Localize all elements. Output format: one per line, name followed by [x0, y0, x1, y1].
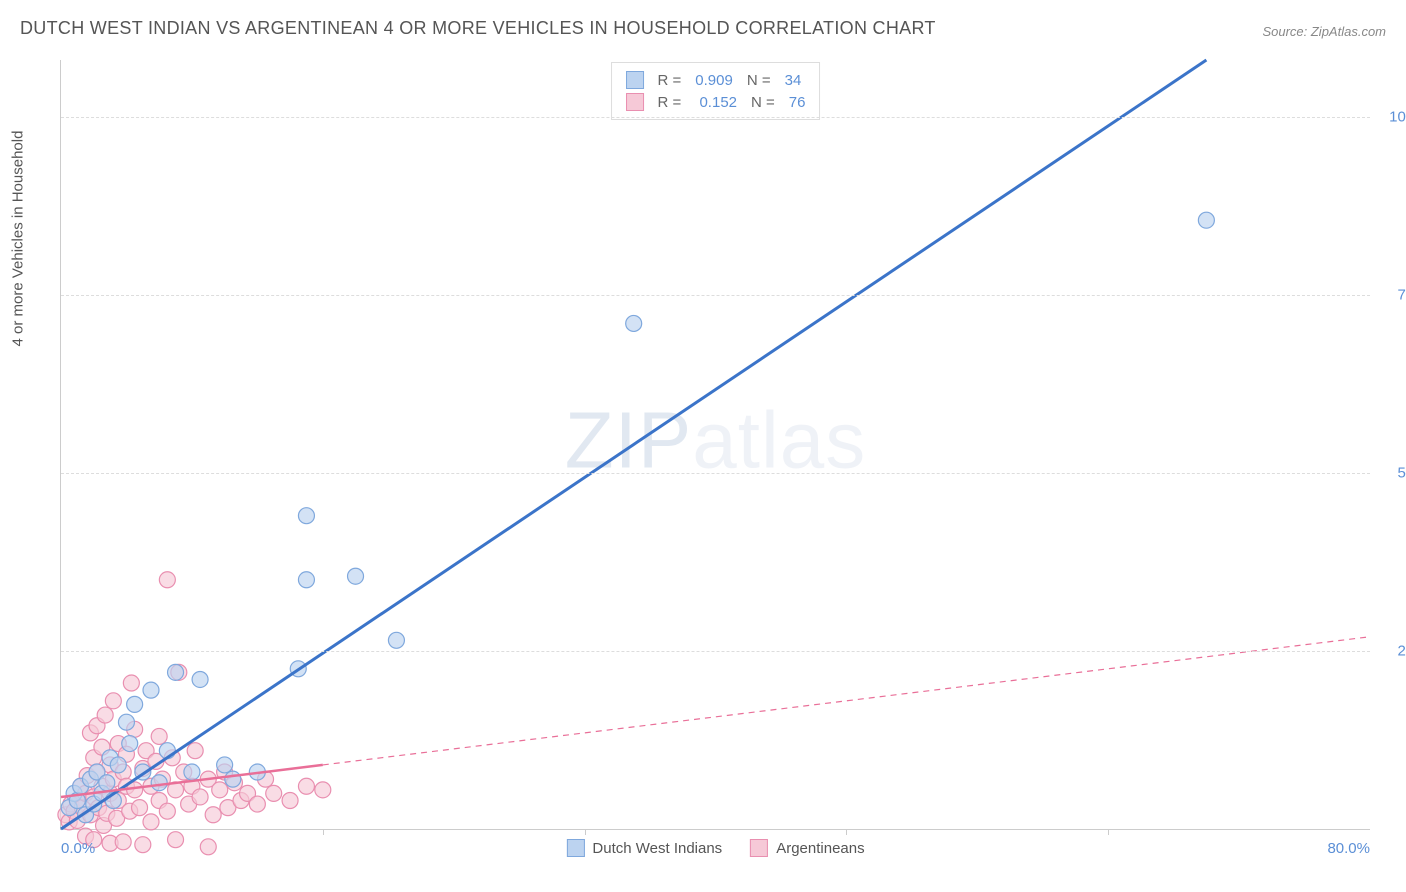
legend-item-pink: Argentineans: [750, 839, 864, 857]
x-tick-label: 0.0%: [61, 840, 95, 857]
scatter-point: [192, 789, 208, 805]
scatter-point: [212, 782, 228, 798]
x-tick-mark: [323, 829, 324, 835]
scatter-point: [282, 793, 298, 809]
x-tick-mark: [846, 829, 847, 835]
legend-row-pink: R = 0.152 N = 76: [626, 91, 806, 113]
legend-item-blue: Dutch West Indians: [566, 839, 722, 857]
legend-series: Dutch West Indians Argentineans: [566, 839, 864, 857]
scatter-point: [388, 632, 404, 648]
scatter-point: [122, 736, 138, 752]
scatter-point: [217, 757, 233, 773]
scatter-point: [143, 814, 159, 830]
swatch-pink-icon: [750, 839, 768, 857]
chart-title: DUTCH WEST INDIAN VS ARGENTINEAN 4 OR MO…: [20, 18, 936, 39]
legend-r-blue: 0.909: [695, 72, 733, 89]
scatter-point: [135, 837, 151, 853]
scatter-point: [348, 568, 364, 584]
scatter-point: [115, 834, 131, 850]
legend-r-label-2: R =: [658, 94, 682, 111]
legend-correlation: R = 0.909 N = 34 R = 0.152 N = 76: [611, 62, 821, 120]
scatter-point: [298, 572, 314, 588]
swatch-pink: [626, 93, 644, 111]
legend-label-pink: Argentineans: [776, 840, 864, 857]
swatch-blue: [626, 71, 644, 89]
gridline: [61, 295, 1370, 296]
scatter-point: [200, 839, 216, 855]
scatter-point: [298, 508, 314, 524]
scatter-point: [1198, 212, 1214, 228]
scatter-point: [184, 764, 200, 780]
scatter-point: [298, 778, 314, 794]
legend-n-label-2: N =: [751, 94, 775, 111]
y-tick-label: 50.0%: [1380, 464, 1406, 481]
chart-svg: [61, 60, 1370, 829]
y-tick-label: 100.0%: [1380, 108, 1406, 125]
trendline-blue: [61, 60, 1206, 829]
scatter-point: [168, 664, 184, 680]
scatter-point: [225, 771, 241, 787]
scatter-point: [205, 807, 221, 823]
y-tick-label: 75.0%: [1380, 286, 1406, 303]
scatter-point: [187, 743, 203, 759]
x-tick-label: 80.0%: [1327, 840, 1370, 857]
gridline: [61, 651, 1370, 652]
scatter-point: [159, 803, 175, 819]
gridline: [61, 473, 1370, 474]
legend-label-blue: Dutch West Indians: [592, 840, 722, 857]
scatter-point: [110, 757, 126, 773]
scatter-point: [151, 775, 167, 791]
scatter-point: [249, 796, 265, 812]
y-tick-label: 25.0%: [1380, 642, 1406, 659]
legend-n-pink: 76: [789, 94, 806, 111]
scatter-point: [151, 728, 167, 744]
plot-area: ZIPatlas R = 0.909 N = 34 R = 0.152 N = …: [60, 60, 1370, 830]
scatter-point: [97, 707, 113, 723]
source-attribution: Source: ZipAtlas.com: [1262, 24, 1386, 39]
x-tick-mark: [1108, 829, 1109, 835]
legend-n-blue: 34: [785, 72, 802, 89]
scatter-point: [159, 572, 175, 588]
x-tick-mark: [585, 829, 586, 835]
scatter-point: [127, 696, 143, 712]
trendline-pink-dashed: [323, 637, 1370, 765]
scatter-point: [99, 775, 115, 791]
scatter-point: [118, 714, 134, 730]
scatter-point: [315, 782, 331, 798]
scatter-point: [192, 671, 208, 687]
scatter-point: [105, 693, 121, 709]
scatter-point: [626, 315, 642, 331]
scatter-point: [143, 682, 159, 698]
legend-row-blue: R = 0.909 N = 34: [626, 69, 806, 91]
legend-r-label: R =: [658, 72, 682, 89]
legend-n-label: N =: [747, 72, 771, 89]
scatter-point: [168, 832, 184, 848]
scatter-point: [123, 675, 139, 691]
scatter-point: [266, 785, 282, 801]
y-axis-label: 4 or more Vehicles in Household: [10, 131, 27, 347]
swatch-blue-icon: [566, 839, 584, 857]
legend-r-pink: 0.152: [695, 94, 737, 111]
gridline: [61, 117, 1370, 118]
scatter-point: [132, 800, 148, 816]
